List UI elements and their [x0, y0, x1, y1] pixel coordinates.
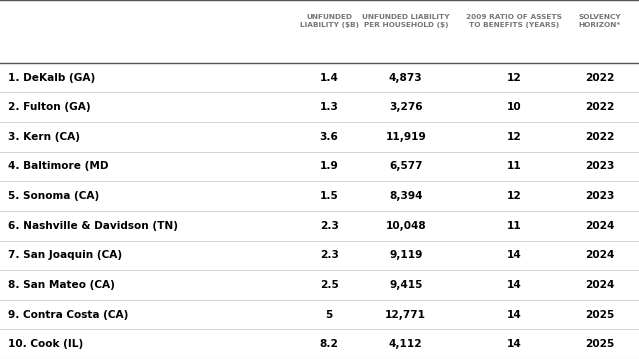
Text: 14: 14 [507, 250, 522, 260]
Text: 2024: 2024 [585, 221, 614, 231]
Text: 1.9: 1.9 [320, 162, 339, 172]
Text: 3. Kern (CA): 3. Kern (CA) [8, 132, 80, 142]
Text: 14: 14 [507, 280, 522, 290]
Text: 14: 14 [507, 309, 522, 320]
Text: 8. San Mateo (CA): 8. San Mateo (CA) [8, 280, 114, 290]
Text: 2.3: 2.3 [320, 221, 339, 231]
Text: 2024: 2024 [585, 280, 614, 290]
Text: 2025: 2025 [585, 309, 614, 320]
Text: 10. Cook (IL): 10. Cook (IL) [8, 339, 83, 349]
Text: 9,119: 9,119 [389, 250, 422, 260]
Text: 2025: 2025 [585, 339, 614, 349]
Text: 2.3: 2.3 [320, 250, 339, 260]
Text: 4. Baltimore (MD: 4. Baltimore (MD [8, 162, 108, 172]
Text: SOLVENCY
HORIZON*: SOLVENCY HORIZON* [578, 14, 620, 28]
Text: 2023: 2023 [585, 162, 614, 172]
Text: 4,873: 4,873 [389, 73, 422, 83]
Text: 2022: 2022 [585, 73, 614, 83]
Text: 2023: 2023 [585, 191, 614, 201]
Text: 2022: 2022 [585, 102, 614, 112]
Text: UNFUNDED LIABILITY
PER HOUSEHOLD ($): UNFUNDED LIABILITY PER HOUSEHOLD ($) [362, 14, 450, 28]
Text: 5: 5 [325, 309, 333, 320]
Text: 12: 12 [507, 73, 522, 83]
Text: 14: 14 [507, 339, 522, 349]
Text: 12,771: 12,771 [385, 309, 426, 320]
Text: 12: 12 [507, 191, 522, 201]
Text: 2.5: 2.5 [320, 280, 339, 290]
Text: 2009 RATIO OF ASSETS
TO BENEFITS (YEARS): 2009 RATIO OF ASSETS TO BENEFITS (YEARS) [466, 14, 562, 28]
Text: 12: 12 [507, 132, 522, 142]
Text: 6,577: 6,577 [389, 162, 422, 172]
Text: 11: 11 [507, 162, 522, 172]
Text: 2. Fulton (GA): 2. Fulton (GA) [8, 102, 90, 112]
Text: 2022: 2022 [585, 132, 614, 142]
Text: 1.3: 1.3 [320, 102, 339, 112]
Text: 3.6: 3.6 [320, 132, 339, 142]
Text: 9,415: 9,415 [389, 280, 422, 290]
Text: 5. Sonoma (CA): 5. Sonoma (CA) [8, 191, 99, 201]
Text: 11,919: 11,919 [385, 132, 426, 142]
Text: UNFUNDED
LIABILITY ($B): UNFUNDED LIABILITY ($B) [300, 14, 358, 28]
Text: 4,112: 4,112 [389, 339, 422, 349]
Text: 7. San Joaquin (CA): 7. San Joaquin (CA) [8, 250, 122, 260]
Text: 1.5: 1.5 [320, 191, 339, 201]
Text: 8,394: 8,394 [389, 191, 422, 201]
Text: 1.4: 1.4 [320, 73, 339, 83]
Text: 11: 11 [507, 221, 522, 231]
Text: 9. Contra Costa (CA): 9. Contra Costa (CA) [8, 309, 128, 320]
Text: 3,276: 3,276 [389, 102, 422, 112]
Text: 8.2: 8.2 [320, 339, 339, 349]
Text: 6. Nashville & Davidson (TN): 6. Nashville & Davidson (TN) [8, 221, 178, 231]
Text: 10: 10 [507, 102, 521, 112]
Text: 1. DeKalb (GA): 1. DeKalb (GA) [8, 73, 95, 83]
Text: 2024: 2024 [585, 250, 614, 260]
Text: 10,048: 10,048 [385, 221, 426, 231]
